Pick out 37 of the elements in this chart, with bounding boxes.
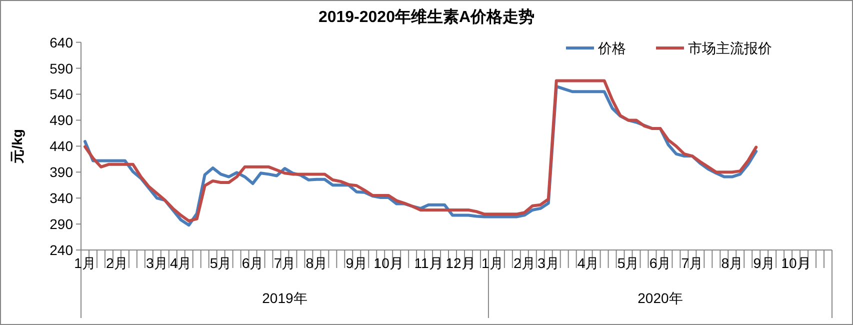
text: 2019年 xyxy=(262,290,308,306)
y-tick-label: 590 xyxy=(50,60,74,76)
x-tick-label: 12月 xyxy=(446,255,476,271)
y-tick-label: 640 xyxy=(50,34,74,50)
x-tick-label: 10月 xyxy=(374,255,404,271)
x-tick-label: 6月 xyxy=(649,255,672,271)
x-tick-label: 3月 xyxy=(537,255,560,271)
y-tick-label: 540 xyxy=(50,86,74,102)
x-tick-label: 8月 xyxy=(721,255,744,271)
y-axis-title: 元/kg xyxy=(9,129,25,164)
x-tick-label: 2月 xyxy=(106,255,128,271)
x-tick-label: 8月 xyxy=(306,255,328,271)
x-tick-label: 3月 xyxy=(146,255,168,271)
x-tick-label: 7月 xyxy=(274,255,296,271)
y-tick-label: 290 xyxy=(50,216,74,232)
x-tick-label: 9月 xyxy=(753,255,775,271)
x-tick-label: 1月 xyxy=(74,255,96,271)
x-tick-label: 7月 xyxy=(681,255,704,271)
x-tick-label: 9月 xyxy=(346,255,368,271)
x-tick-label: 2月 xyxy=(514,255,536,271)
x-tick-label: 5月 xyxy=(617,255,640,271)
y-tick-label: 440 xyxy=(50,138,74,154)
y-tick-label: 490 xyxy=(50,112,74,128)
x-tick-label: 6月 xyxy=(242,255,264,271)
y-tick-label: 240 xyxy=(50,242,74,258)
x-tick-label: 5月 xyxy=(210,255,232,271)
x-tick-label: 1月 xyxy=(482,255,504,271)
x-tick-label: 11月 xyxy=(414,255,443,271)
x-tick-label: 10月 xyxy=(781,255,811,271)
legend-label: 市场主流报价 xyxy=(688,40,772,56)
x-tick-label: 4月 xyxy=(170,255,192,271)
chart-title: 2019-2020年维生素A价格走势 xyxy=(318,8,535,26)
y-tick-label: 390 xyxy=(50,164,74,180)
y-tick-label: 340 xyxy=(50,190,74,206)
x-tick-label: 4月 xyxy=(577,255,600,271)
legend-label: 价格 xyxy=(597,40,626,56)
text: 2020年 xyxy=(638,290,683,306)
